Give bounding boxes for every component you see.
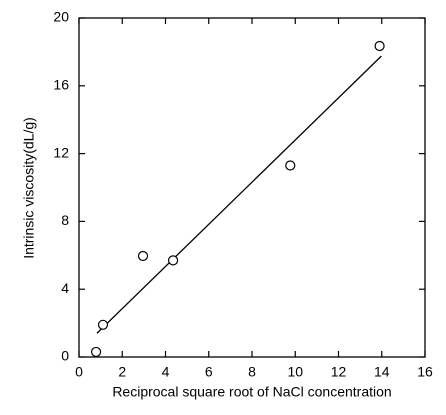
y-tick-label: 4 <box>61 280 69 296</box>
y-tick-label: 20 <box>53 9 69 25</box>
x-axis-label: Reciprocal square root of NaCl concentra… <box>112 384 391 400</box>
y-axis-label: Intrinsic viscosity(dL/g) <box>21 117 37 259</box>
x-tick-label: 8 <box>248 364 256 380</box>
y-tick-label: 16 <box>53 77 69 93</box>
data-point <box>97 319 109 330</box>
x-tick-label: 12 <box>331 364 347 380</box>
fit-line <box>96 55 382 334</box>
x-tick-label: 6 <box>205 364 213 380</box>
data-point <box>90 346 102 358</box>
y-tick-label: 0 <box>61 348 69 364</box>
plot-frame <box>78 17 426 358</box>
y-tick-label: 12 <box>53 144 69 160</box>
data-point <box>285 160 296 171</box>
y-tick-label: 8 <box>61 212 69 228</box>
x-tick-label: 14 <box>374 364 390 380</box>
x-tick-label: 0 <box>75 364 83 380</box>
x-tick-label: 10 <box>287 364 303 380</box>
x-tick-label: 2 <box>118 364 126 380</box>
data-point <box>137 250 149 262</box>
data-point <box>374 40 385 52</box>
x-tick-label: 16 <box>417 364 433 380</box>
data-point <box>167 255 179 266</box>
x-tick-label: 4 <box>162 364 170 380</box>
